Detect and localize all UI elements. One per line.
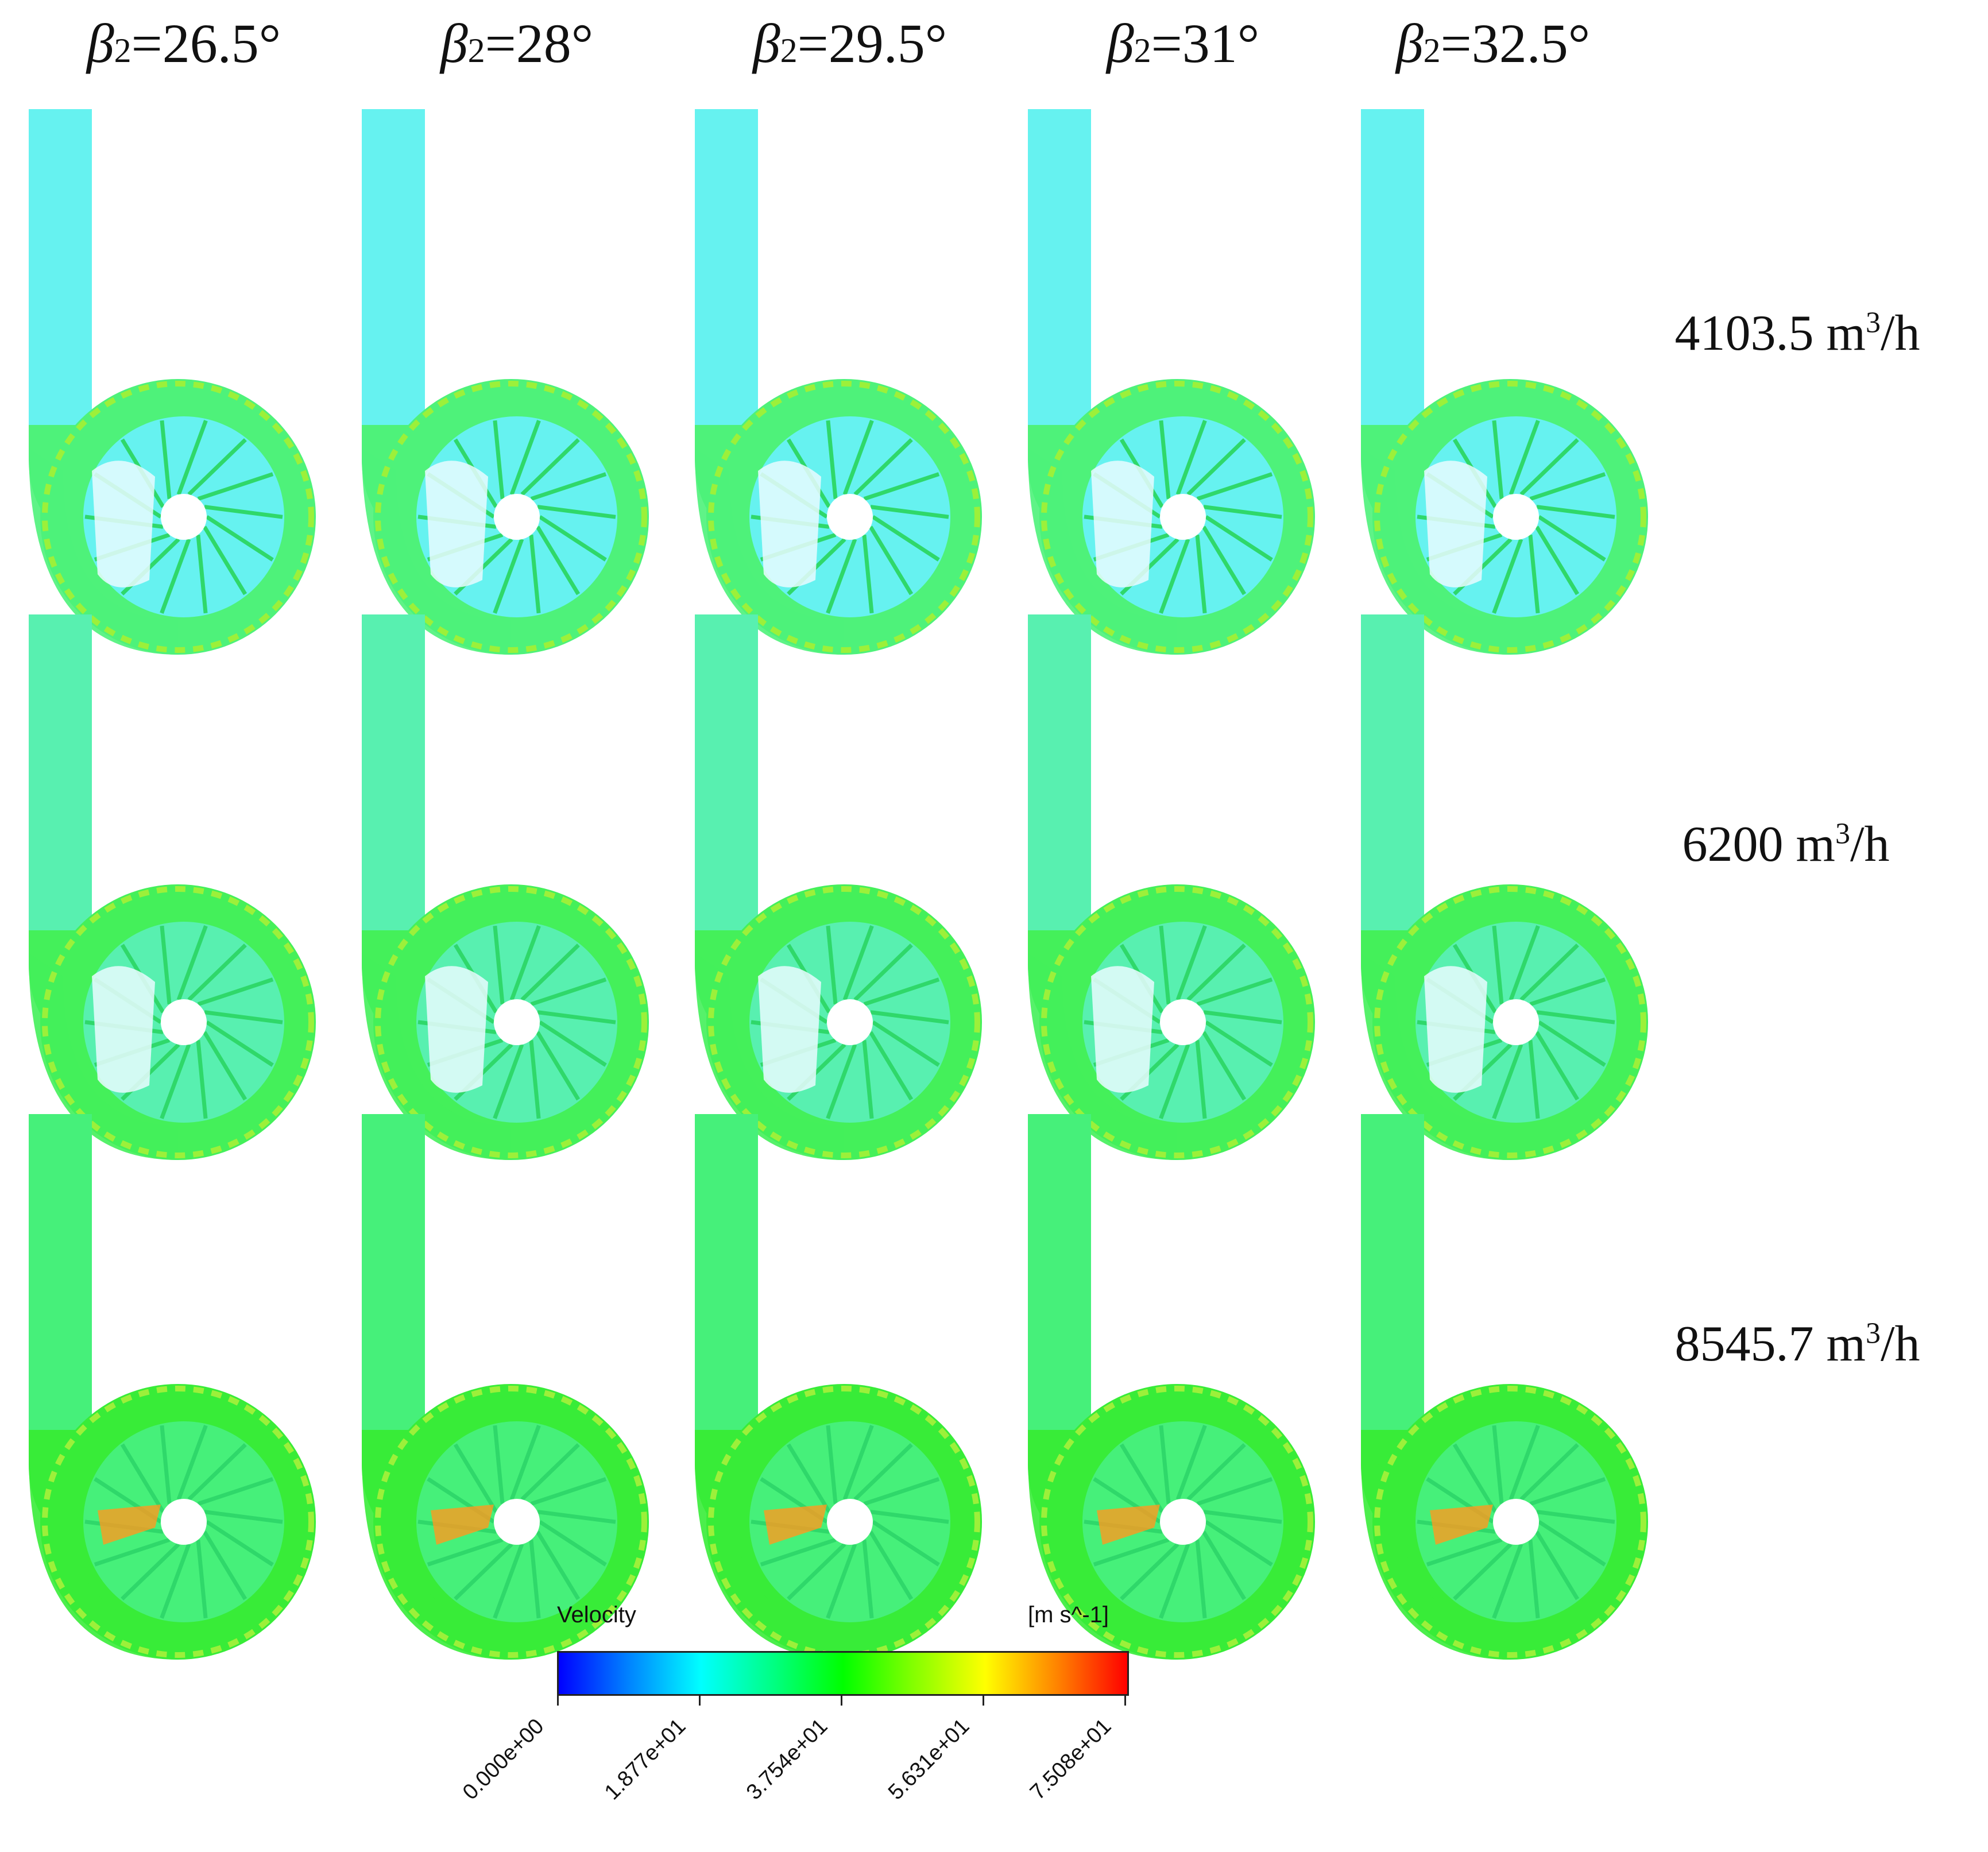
colorbar-tick-label-3: 3.754e+01 (741, 1714, 833, 1805)
column-title-2: β2=28° (440, 13, 594, 74)
colorbar-tick-label-1: 0.000e+00 (458, 1714, 549, 1805)
pump-contour-r1-c3 (695, 109, 982, 655)
legend-title: Velocity (557, 1602, 636, 1627)
colorbar-tick-1 (557, 1694, 559, 1706)
pump-contour-r1-c2 (362, 109, 649, 655)
legend-unit: [m s^-1] (1028, 1602, 1109, 1627)
column-title-1: β2=26.5° (86, 13, 281, 74)
row-label-flow-1: 4103.5 m3/h (1674, 306, 1920, 361)
pump-contour-r3-c4 (1028, 1114, 1315, 1660)
pump-contour-r3-c2 (362, 1114, 649, 1660)
colorbar-tick-2 (699, 1694, 701, 1706)
pump-contour-r2-c4 (1028, 614, 1315, 1160)
colorbar-tick-4 (983, 1694, 984, 1706)
row-label-flow-2: 6200 m3/h (1682, 817, 1890, 872)
pump-contour-r1-c1 (29, 109, 316, 655)
pump-contour-r3-c1 (29, 1114, 316, 1660)
colorbar-tick-label-2: 1.877e+01 (600, 1714, 691, 1805)
row-label-flow-3: 8545.7 m3/h (1674, 1316, 1920, 1372)
pump-contour-r3-c5 (1361, 1114, 1648, 1660)
colorbar-tick-5 (1124, 1694, 1126, 1706)
pump-contour-r3-c3 (695, 1114, 982, 1660)
velocity-colorbar (557, 1651, 1129, 1696)
column-title-4: β2=31° (1106, 13, 1260, 74)
colorbar-tick-3 (841, 1694, 842, 1706)
pump-contour-r2-c3 (695, 614, 982, 1160)
column-title-3: β2=29.5° (752, 13, 947, 74)
pump-contour-r2-c1 (29, 614, 316, 1160)
pump-contour-r1-c5 (1361, 109, 1648, 655)
colorbar-tick-label-4: 5.631e+01 (883, 1714, 974, 1805)
colorbar-tick-label-5: 7.508e+01 (1025, 1714, 1116, 1805)
column-title-5: β2=32.5° (1395, 13, 1591, 74)
pump-contour-r2-c5 (1361, 614, 1648, 1160)
pump-contour-r2-c2 (362, 614, 649, 1160)
pump-contour-r1-c4 (1028, 109, 1315, 655)
